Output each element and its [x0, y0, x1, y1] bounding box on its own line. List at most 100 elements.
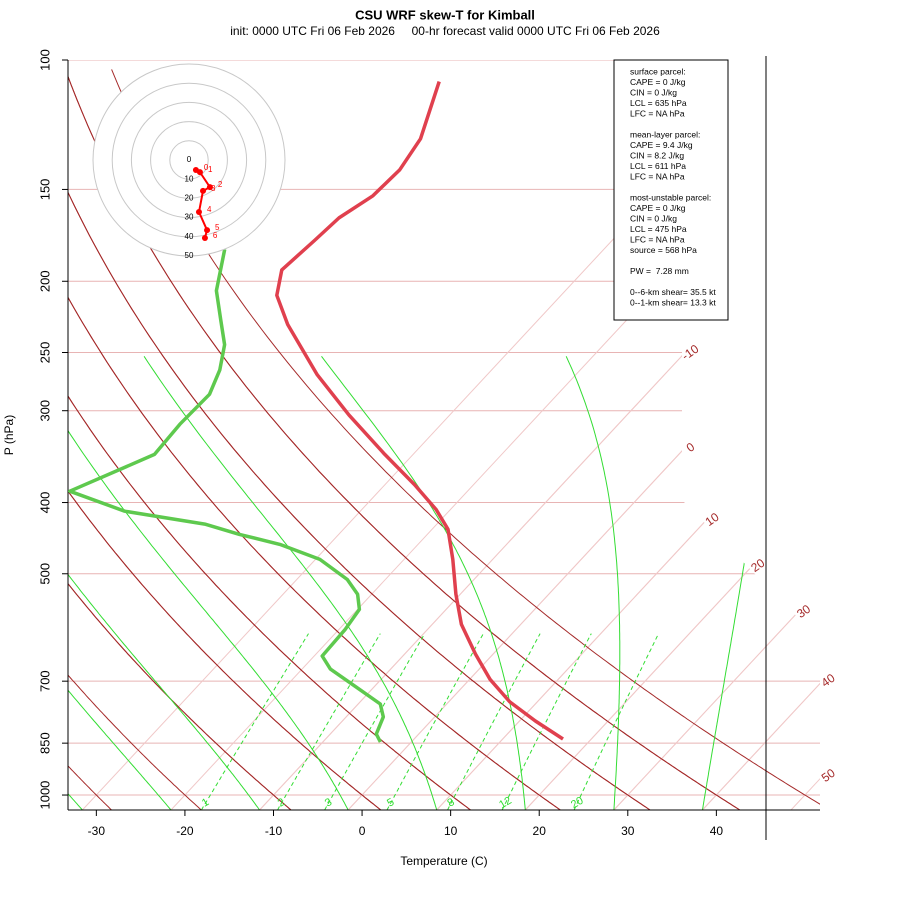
info-line: LFC = NA hPa [630, 234, 685, 244]
x-tick-label: 0 [359, 824, 366, 838]
x-tick-label: -30 [88, 824, 106, 838]
hodograph-ring [150, 121, 228, 199]
x-tick-label: 40 [710, 824, 724, 838]
y-axis-label: P (hPa) [2, 415, 16, 455]
info-line: LCL = 635 hPa [630, 98, 687, 108]
hodograph-point [196, 169, 203, 176]
y-tick-label: 200 [37, 270, 52, 292]
info-line: CIN = 0 J/kg [630, 87, 677, 97]
info-line: LFC = NA hPa [630, 108, 685, 118]
info-line: mean-layer parcel: [630, 129, 700, 139]
y-tick-label: 850 [37, 732, 52, 754]
y-tick-label: 250 [37, 342, 52, 364]
hodograph-ring [169, 140, 209, 180]
hodograph-point [204, 227, 211, 234]
hodograph-ring-label: 10 [185, 174, 194, 183]
info-line: CAPE = 0 J/kg [630, 77, 686, 87]
hodograph-ring [130, 101, 248, 219]
isotherm [524, 60, 820, 810]
x-axis-label: Temperature (C) [400, 854, 487, 868]
mixing-ratio-line [447, 633, 541, 810]
info-line: 0--1-km shear= 13.3 kt [630, 297, 716, 307]
moist-adiabat [565, 356, 621, 810]
hodograph-point-label: 4 [207, 205, 212, 214]
hodograph-point-label: 6 [213, 231, 218, 240]
mixing-ratio-label: 5 [385, 796, 396, 809]
dry-adiabat [68, 69, 561, 810]
info-line: CIN = 0 J/kg [630, 213, 677, 223]
isotherm [613, 60, 820, 810]
mixing-ratio-label: 1 [200, 796, 211, 809]
mixing-ratio-label: 20 [569, 795, 586, 812]
hodograph-ring-label: 0 [187, 155, 192, 164]
mixing-ratio-label: 12 [497, 795, 514, 812]
info-line: CAPE = 9.4 J/kg [630, 140, 693, 150]
info-line: 0--6-km shear= 35.5 kt [630, 287, 716, 297]
mixing-ratio-line [573, 633, 660, 810]
moist-adiabat [68, 356, 172, 810]
y-tick-label: 100 [37, 49, 52, 71]
dry-adiabat [68, 69, 202, 810]
mixing-ratio-label: 3 [323, 796, 334, 809]
y-tick-label: 150 [37, 179, 52, 201]
info-line: LCL = 611 hPa [630, 161, 686, 171]
mixing-ratio-label: 8 [445, 796, 456, 809]
x-tick-label: 30 [621, 824, 635, 838]
isotherm [702, 60, 820, 810]
chart-subtitle: init: 0000 UTC Fri 06 Feb 2026 00-hr for… [230, 24, 660, 38]
isotherm [259, 60, 820, 810]
hodograph-point-label: 2 [218, 180, 223, 189]
hodograph-ring [111, 82, 267, 238]
hodograph-point [195, 209, 202, 216]
info-line: PW = 7.28 mm [630, 266, 689, 276]
mixing-ratio-line [324, 633, 426, 810]
mixing-ratio-line [386, 633, 484, 810]
temperature-line [275, 81, 564, 741]
hodograph-point [201, 234, 208, 241]
hodograph-point [206, 184, 213, 191]
info-line: surface parcel: [630, 66, 686, 76]
x-tick-label: -20 [176, 824, 194, 838]
dry-adiabat [111, 69, 820, 810]
hodograph-ring-label: 40 [185, 232, 194, 241]
info-line: most-unstable parcel: [630, 192, 711, 202]
x-tick-label: 20 [533, 824, 547, 838]
info-line: source = 568 hPa [630, 245, 697, 255]
dewpoint-line [68, 249, 386, 743]
hodograph-ring [92, 63, 286, 257]
mixing-ratio-line [277, 633, 381, 810]
y-tick-label: 500 [37, 563, 52, 585]
x-tick-label: 10 [444, 824, 458, 838]
hodograph-ring-label: 20 [185, 194, 194, 203]
hodograph-background [93, 64, 285, 256]
hodograph-ring-label: 50 [185, 251, 194, 260]
mixing-ratio-label: 2 [276, 796, 287, 809]
moist-adiabat [143, 356, 438, 810]
info-line: LFC = NA hPa [630, 171, 685, 181]
info-line: CAPE = 0 J/kg [630, 203, 686, 213]
y-tick-label: 700 [37, 670, 52, 692]
x-tick-label: -10 [265, 824, 283, 838]
mixing-ratio-line [200, 633, 309, 810]
hodograph-point-label: 3 [211, 184, 216, 193]
info-box [613, 59, 729, 321]
moist-adiabat [68, 356, 349, 810]
dry-adiabat [68, 69, 651, 810]
mixing-ratio-line [501, 633, 592, 810]
y-tick-label: 1000 [37, 781, 52, 810]
dry-adiabat [68, 69, 741, 810]
y-tick-label: 400 [37, 492, 52, 514]
dry-adiabat [68, 69, 471, 810]
info-line: LCL = 475 hPa [630, 224, 687, 234]
hodograph-point-label: 1 [208, 165, 213, 174]
hodograph-point [200, 187, 207, 194]
chart-title: CSU WRF skew-T for Kimball [355, 7, 535, 22]
hodograph-point-label: 5 [215, 223, 220, 232]
hodograph-point-label: 0 [204, 163, 209, 172]
info-line: CIN = 8.2 J/kg [630, 150, 684, 160]
hodograph-ring-label: 30 [185, 213, 194, 222]
dry-adiabat [68, 69, 292, 810]
